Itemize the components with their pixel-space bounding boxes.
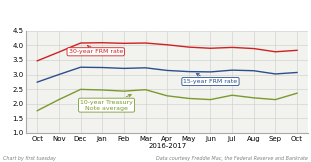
Text: 30- and 15-Year FRM Rates vs. 10-Year Treasury Note Average: 30- and 15-Year FRM Rates vs. 10-Year Tr… <box>0 6 311 16</box>
X-axis label: 2016-2017: 2016-2017 <box>148 143 186 149</box>
Text: 30-year FRM rate: 30-year FRM rate <box>69 46 123 54</box>
Text: Chart by first tuesday: Chart by first tuesday <box>3 156 56 161</box>
Text: Data courtesy Freddie Mac, the Federal Reserve and Bankrate: Data courtesy Freddie Mac, the Federal R… <box>156 156 308 161</box>
Text: 15-year FRM rate: 15-year FRM rate <box>183 74 238 84</box>
Text: 10-year Treasury
Note average: 10-year Treasury Note average <box>80 94 133 110</box>
